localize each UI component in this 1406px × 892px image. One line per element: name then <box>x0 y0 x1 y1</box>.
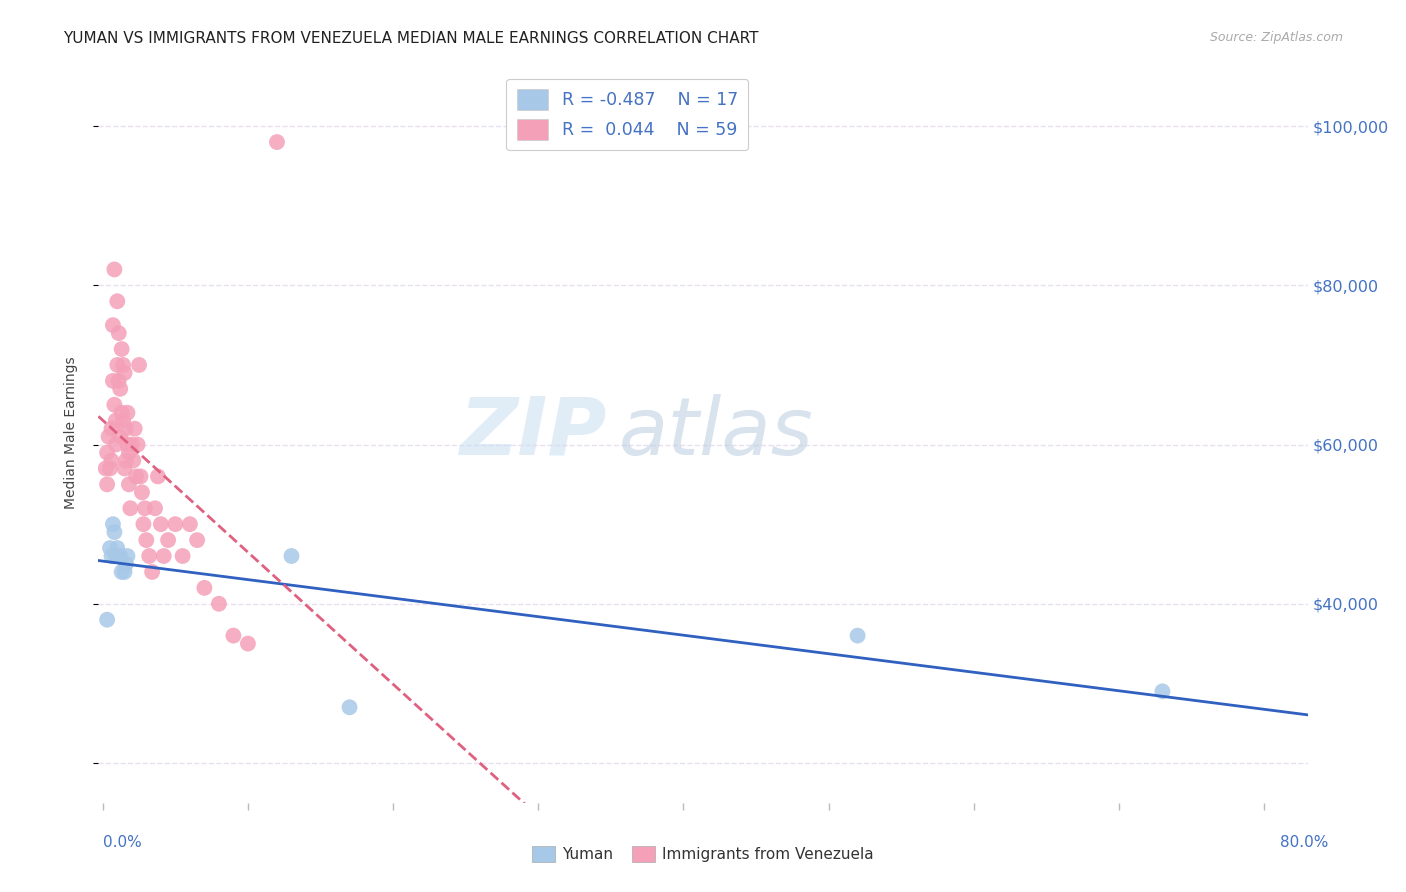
Point <box>222 629 245 643</box>
Point <box>100 549 122 563</box>
Text: Source: ZipAtlas.com: Source: ZipAtlas.com <box>1209 31 1343 45</box>
Point <box>108 429 131 443</box>
Point <box>165 517 187 532</box>
Point <box>103 398 125 412</box>
Point <box>103 262 125 277</box>
Point <box>193 581 215 595</box>
Point <box>266 135 288 149</box>
Text: 0.0%: 0.0% <box>103 836 142 850</box>
Point <box>127 437 149 451</box>
Point <box>172 549 194 563</box>
Point <box>108 382 131 396</box>
Point <box>100 453 122 467</box>
Point <box>101 517 124 532</box>
Point <box>121 437 143 451</box>
Point <box>138 549 160 563</box>
Point <box>129 469 152 483</box>
Point <box>117 549 139 563</box>
Point <box>101 374 124 388</box>
Point <box>115 422 138 436</box>
Point <box>96 445 118 459</box>
Point <box>105 294 128 309</box>
Point <box>143 501 166 516</box>
Point <box>208 597 231 611</box>
Point <box>104 437 127 451</box>
Text: atlas: atlas <box>619 393 813 472</box>
Point <box>236 637 259 651</box>
Point <box>112 414 135 428</box>
Point <box>111 406 134 420</box>
Point <box>134 501 156 516</box>
Legend: R = -0.487    N = 17, R =  0.044    N = 59: R = -0.487 N = 17, R = 0.044 N = 59 <box>506 78 748 151</box>
Point <box>100 422 122 436</box>
Point <box>105 358 128 372</box>
Point <box>112 358 135 372</box>
Text: ZIP: ZIP <box>458 393 606 472</box>
Point <box>122 453 145 467</box>
Legend: Yuman, Immigrants from Venezuela: Yuman, Immigrants from Venezuela <box>526 840 880 868</box>
Point <box>115 557 138 571</box>
Point <box>107 549 129 563</box>
Point <box>114 366 136 380</box>
Point <box>118 477 141 491</box>
Point <box>114 565 136 579</box>
Point <box>1152 684 1174 698</box>
Point <box>103 525 125 540</box>
Point <box>186 533 208 547</box>
Text: YUMAN VS IMMIGRANTS FROM VENEZUELA MEDIAN MALE EARNINGS CORRELATION CHART: YUMAN VS IMMIGRANTS FROM VENEZUELA MEDIA… <box>63 31 759 46</box>
Point <box>111 565 134 579</box>
Point <box>104 549 127 563</box>
Point <box>120 501 142 516</box>
Text: 80.0%: 80.0% <box>1281 836 1329 850</box>
Point <box>114 461 136 475</box>
Point <box>115 453 138 467</box>
Point <box>152 549 174 563</box>
Point <box>280 549 302 563</box>
Point <box>96 613 118 627</box>
Point <box>111 342 134 356</box>
Point <box>107 326 129 340</box>
Point <box>97 429 120 443</box>
Point <box>132 517 155 532</box>
Point <box>105 541 128 555</box>
Point <box>179 517 201 532</box>
Point <box>339 700 361 714</box>
Point <box>107 374 129 388</box>
Point <box>101 318 124 333</box>
Point <box>149 517 172 532</box>
Y-axis label: Median Male Earnings: Median Male Earnings <box>63 356 77 509</box>
Point <box>157 533 180 547</box>
Point <box>104 414 127 428</box>
Point <box>117 437 139 451</box>
Point <box>846 629 869 643</box>
Point <box>146 469 169 483</box>
Point <box>118 445 141 459</box>
Point <box>108 549 131 563</box>
Point <box>135 533 157 547</box>
Point <box>96 477 118 491</box>
Point <box>98 461 121 475</box>
Point <box>128 358 150 372</box>
Point <box>94 461 117 475</box>
Point <box>117 406 139 420</box>
Point <box>125 469 148 483</box>
Point <box>124 422 146 436</box>
Point <box>141 565 163 579</box>
Point <box>98 541 121 555</box>
Point <box>131 485 153 500</box>
